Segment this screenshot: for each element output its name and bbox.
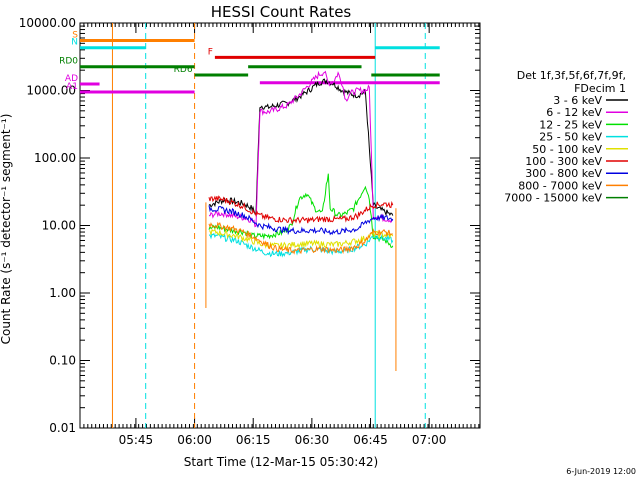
state-bar-label: N [71, 38, 78, 48]
legend-entry-label: 12 - 25 keV [539, 118, 602, 131]
x-tick-label: 06:15 [236, 433, 271, 447]
x-tick-label: 05:45 [119, 433, 154, 447]
plot-area: 10000.00 1000.00 100.00 10.00 1.00 0.10 0.01 05… [19, 16, 481, 447]
x-tick-label: 06:45 [353, 433, 388, 447]
footer-date: 6-Jun-2019 12:00 [566, 467, 636, 476]
y-tick-label: 10000.00 [19, 16, 76, 30]
x-tick-label: 06:00 [177, 433, 212, 447]
series-line [208, 173, 394, 248]
legend-entry-label: 800 - 7000 keV [518, 179, 602, 192]
legend-header-line-2: FDecim 1 [574, 82, 626, 95]
state-bar-label: A1 [66, 82, 78, 92]
state-bar-label: S [72, 31, 78, 41]
y-axis-label: Count Rate (s⁻¹ detector⁻¹ segment⁻¹) [0, 114, 13, 345]
state-bar-label: F [208, 47, 213, 57]
y-tick-label: 0.01 [49, 421, 76, 435]
series-line [208, 78, 394, 217]
y-tick-label: 10.00 [42, 219, 76, 233]
state-bar-label: RD6 [174, 65, 193, 75]
x-tick-label: 06:30 [295, 433, 330, 447]
legend-header-line-1: Det 1f,3f,5f,6f,7f,9f, [517, 69, 626, 82]
chart-title: HESSI Count Rates [211, 3, 352, 21]
x-tick-label: 07:00 [412, 433, 447, 447]
state-bar-label: AD [65, 74, 78, 84]
series-line [208, 205, 394, 236]
y-tick-label: 100.00 [34, 151, 76, 165]
legend-entry-label: 25 - 50 keV [539, 131, 602, 144]
y-tick-label: 1.00 [49, 286, 76, 300]
legend-entry-label: 3 - 6 keV [553, 94, 602, 107]
y-tick-label: 0.10 [49, 354, 76, 368]
y-tick-label: 1000.00 [26, 84, 76, 98]
x-axis-label: Start Time (12-Mar-15 05:30:42) [184, 455, 378, 469]
legend-entry-label: 6 - 12 keV [546, 106, 602, 119]
series-line [208, 195, 394, 225]
legend-entry-label: 50 - 100 keV [532, 143, 602, 156]
series-line [208, 228, 394, 251]
state-bar-label: RD0 [59, 57, 78, 67]
legend-entry-label: 300 - 800 keV [525, 167, 602, 180]
legend-entry-label: 7000 - 15000 keV [504, 192, 602, 205]
legend-entry-label: 100 - 300 keV [525, 155, 602, 168]
series-line [208, 221, 393, 255]
legend: Det 1f,3f,5f,6f,7f,9f, FDecim 1 3 - 6 ke… [504, 69, 628, 205]
